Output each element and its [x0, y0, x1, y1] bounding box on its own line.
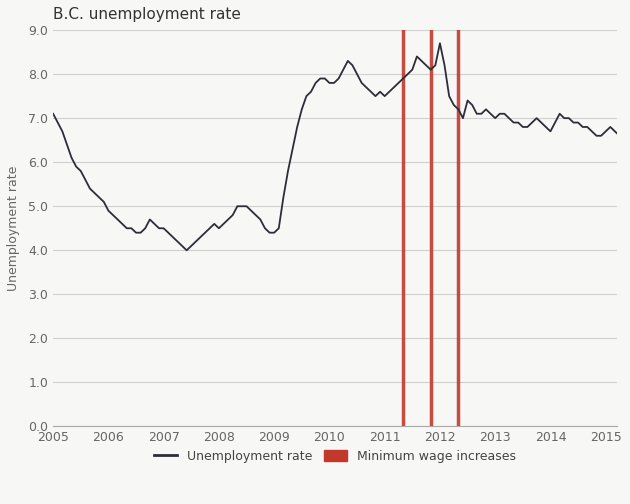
Y-axis label: Unemployment rate: Unemployment rate — [7, 166, 20, 291]
Text: B.C. unemployment rate: B.C. unemployment rate — [53, 7, 241, 22]
Legend: Unemployment rate, Minimum wage increases: Unemployment rate, Minimum wage increase… — [149, 445, 521, 468]
